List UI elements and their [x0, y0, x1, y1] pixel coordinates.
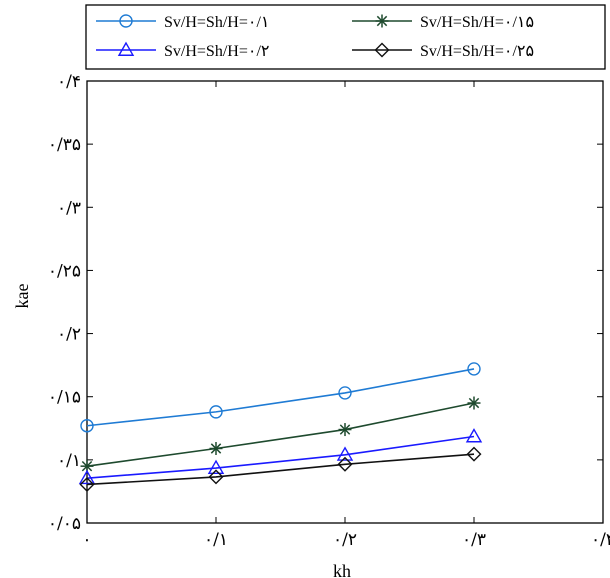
asterisk-stroke	[81, 460, 93, 472]
diamond-marker	[208, 469, 224, 485]
axes-frame	[86, 80, 604, 524]
y-tick-label: ۰/۳	[57, 198, 81, 218]
asterisk-stroke	[376, 15, 388, 27]
triangle-marker	[117, 41, 135, 56]
asterisk-marker	[375, 14, 389, 28]
x-tick-label: ۰/۴	[591, 530, 610, 550]
asterisk-stroke	[468, 397, 480, 409]
x-axis-title: kh	[333, 561, 351, 578]
diamond-marker	[466, 446, 482, 462]
legend-box	[85, 4, 606, 70]
series-line	[86, 402, 475, 467]
circle-marker	[80, 419, 94, 433]
x-tick-label: ۰/۱	[204, 530, 228, 550]
y-tick-label: ۰/۱	[57, 451, 81, 471]
triangle-marker	[207, 459, 225, 475]
plot-area: ۰ ۰/۱ ۰/۲ ۰/۳ ۰/۴ ۰/۰۵ ۰/۱ ۰/۱۵ ۰/۲ ۰/۲۵ ۰/۳ ۰/۳۵ ۰/…	[48, 72, 610, 550]
x-tick-label: ۰	[82, 530, 91, 550]
circle-marker	[467, 362, 481, 376]
triangle-marker	[78, 469, 96, 485]
asterisk-stroke	[210, 443, 222, 454]
series-line	[86, 453, 475, 486]
diamond-marker	[337, 456, 353, 472]
legend-label: Sv/H=Sh/H=۰/۲۵	[420, 43, 534, 60]
series-line	[86, 435, 475, 479]
y-tick-label: ۰/۲۵	[48, 261, 81, 281]
circle-marker	[209, 405, 223, 419]
triangle-marker	[465, 428, 483, 443]
y-tick-label: ۰/۴	[57, 72, 81, 92]
series-line	[86, 368, 475, 427]
y-tick-label: ۰/۳۵	[48, 135, 81, 155]
asterisk-stroke	[339, 424, 351, 435]
legend-label: Sv/H=Sh/H=۰/۲	[164, 43, 269, 60]
diamond-marker	[374, 42, 390, 58]
y-tick-label: ۰/۱۵	[48, 388, 81, 408]
x-tick-label: ۰/۳	[462, 530, 486, 550]
triangle-marker	[336, 446, 354, 461]
legend-label: Sv/H=Sh/H=۰/۱	[164, 14, 269, 31]
y-tick-label: ۰/۲	[57, 325, 81, 345]
diamond-marker	[79, 476, 95, 492]
circle-marker	[338, 386, 352, 400]
y-axis-title: kae	[12, 284, 32, 309]
asterisk-marker	[338, 423, 352, 437]
circle-marker	[119, 14, 133, 28]
y-tick-label: ۰/۰۵	[48, 514, 81, 534]
legend-label: Sv/H=Sh/H=۰/۱۵	[420, 14, 534, 31]
asterisk-marker	[467, 396, 481, 410]
asterisk-marker	[209, 441, 223, 455]
x-tick-label: ۰/۲	[333, 530, 357, 550]
legend: Sv/H=Sh/H=۰/۱ Sv/H=Sh/H=۰/۱۵ Sv/H=Sh/H=۰/۲…	[85, 4, 606, 70]
